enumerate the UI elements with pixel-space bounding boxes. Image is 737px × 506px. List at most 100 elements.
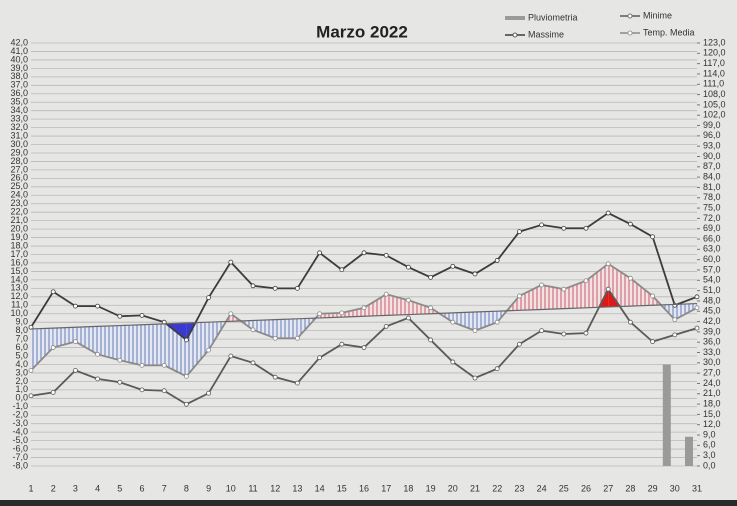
y2-tick-label: 45,0 [703,306,721,316]
y2-tick-label: 51,0 [703,285,721,295]
y2-tick-label: 105,0 [703,99,726,109]
x-tick-label: 8 [184,483,189,493]
point-marker [628,275,633,281]
point-marker [117,357,123,363]
point-marker [206,347,212,353]
point-marker [628,319,633,325]
y-tick-label: 15,0 [10,266,28,276]
y-tick-label: 42,0 [10,37,28,47]
y-tick-label: 26,0 [10,173,28,183]
point-marker [383,252,389,258]
point-marker [650,234,655,240]
x-tick-label: 18 [403,483,413,493]
y-tick-label: 9,0 [15,317,28,327]
y-tick-label: 4,0 [15,359,28,369]
x-tick-label: 30 [670,483,680,493]
point-marker [583,330,589,336]
point-marker [50,345,56,350]
shaded-area [674,303,697,320]
y2-tick-label: 18,0 [703,398,721,408]
point-marker [517,341,522,347]
point-marker [583,225,589,231]
y-tick-label: 3,0 [15,367,28,377]
y-tick-label: -8,0 [12,460,28,470]
x-tick-label: 13 [292,483,302,493]
point-marker [250,327,256,333]
shaded-area [408,300,431,315]
point-marker [317,355,323,361]
point-marker [539,222,544,228]
point-marker [139,313,145,318]
y-tick-label: 41,0 [10,46,28,56]
point-marker [561,331,567,337]
point-marker [294,380,300,386]
point-marker [161,362,167,368]
point-marker [95,351,100,357]
y2-tick-label: 3,0 [703,450,716,460]
point-marker [294,285,300,291]
y-tick-label: 0,0 [15,393,28,403]
point-marker [472,328,478,334]
shaded-area [364,294,387,317]
y-tick-label: 28,0 [10,156,28,166]
y-tick-label: 40,0 [10,54,28,64]
point-marker [73,368,78,373]
y2-tick-label: 12,0 [703,419,721,429]
y2-tick-label: 54,0 [703,275,721,285]
y2-tick-label: 39,0 [703,326,721,336]
y2-tick-label: 96,0 [703,130,721,140]
shaded-area [253,319,276,339]
point-marker [428,274,434,280]
shaded-area [475,311,498,331]
point-marker [161,388,167,394]
point-marker [206,295,212,301]
y2-tick-label: 57,0 [703,264,721,274]
point-marker [517,229,522,235]
y-tick-label: 13,0 [10,283,28,293]
shaded-area [142,323,165,366]
x-tick-label: 24 [537,483,547,493]
y-tick-label: 11,0 [11,300,28,310]
point-marker [383,324,389,329]
point-marker [183,373,189,379]
legend-label: Massime [528,29,564,39]
point-marker [272,335,278,341]
y2-tick-label: 93,0 [703,141,721,151]
point-marker [73,339,78,345]
y2-tick-label: 6,0 [703,440,716,450]
shaded-area [186,322,209,377]
shaded-area [97,325,120,361]
y-tick-label: 12,0 [10,291,28,301]
y-tick-label: 25,0 [10,181,28,191]
shaded-area [75,326,98,355]
x-tick-label: 5 [117,483,122,493]
y2-tick-label: 123,0 [703,37,726,47]
x-tick-label: 2 [51,483,56,493]
point-marker [561,286,567,292]
legend-swatch [505,16,525,20]
y2-tick-label: 21,0 [703,388,721,398]
y2-tick-label: 81,0 [703,182,721,192]
y-tick-label: -2,0 [12,410,28,420]
legend-swatch [627,30,633,36]
point-marker [583,278,589,284]
y-tick-label: 20,0 [10,223,28,233]
x-tick-label: 23 [514,483,524,493]
point-marker [405,297,411,303]
y2-tick-label: 36,0 [703,337,721,347]
point-marker [361,345,367,350]
point-marker [605,210,611,216]
y2-tick-label: 120,0 [703,48,726,58]
shaded-area [119,324,142,366]
y-tick-label: 10,0 [10,308,28,318]
shaded-area [630,278,653,307]
point-marker [450,359,456,365]
x-tick-label: 31 [692,483,702,493]
point-marker [95,303,100,309]
shaded-area [31,328,54,371]
point-marker [472,375,478,381]
x-tick-label: 27 [603,483,613,493]
point-marker [73,303,78,309]
point-marker [628,221,633,227]
y-tick-label: 30,0 [10,139,28,149]
